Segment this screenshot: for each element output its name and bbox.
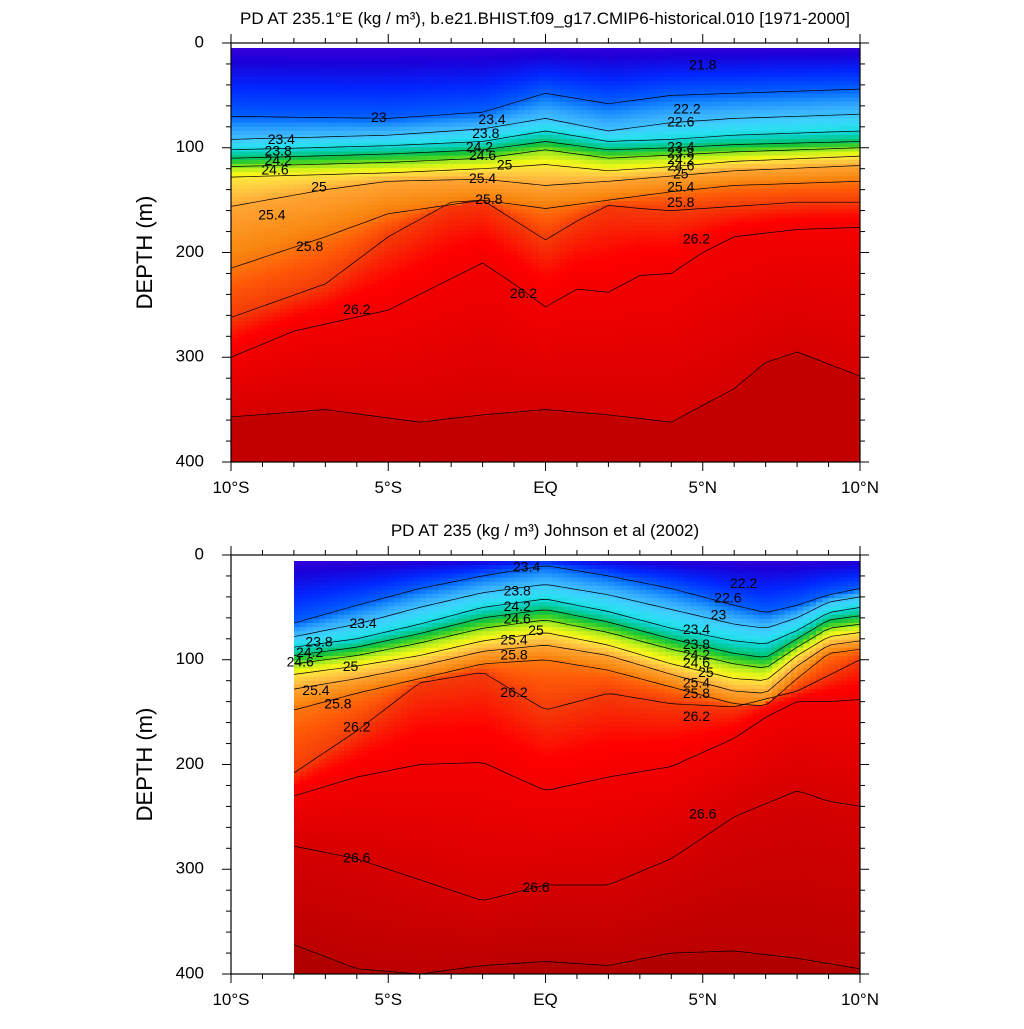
contour-label: 25 [497, 156, 513, 172]
contour-label: 24.6 [261, 161, 288, 177]
contour-label: 26.2 [343, 719, 370, 735]
contour-label: 22.2 [730, 575, 757, 591]
x-tick-label: 5°S [374, 990, 402, 1009]
y-axis-label: DEPTH (m) [132, 196, 157, 310]
contour-label: 21.8 [689, 57, 716, 73]
x-tick-label: EQ [533, 478, 558, 497]
contour-label: 25.8 [296, 238, 323, 254]
y-tick-label: 0 [195, 544, 204, 563]
x-tick-label: 10°S [212, 990, 249, 1009]
contour-label: 26.2 [510, 285, 537, 301]
contour-label: 25.8 [683, 685, 710, 701]
density-field-model [231, 48, 861, 463]
y-tick-label: 0 [195, 32, 204, 51]
contour-label: 23 [711, 606, 727, 622]
y-tick-label: 100 [176, 137, 204, 156]
contour-label: 25.8 [324, 695, 351, 711]
contour-label: 25.4 [469, 170, 496, 186]
contour-label: 25.8 [475, 191, 502, 207]
contour-label: 26.6 [689, 805, 716, 821]
y-tick-label: 300 [176, 347, 204, 366]
y-tick-label: 400 [176, 451, 204, 470]
x-tick-label: 10°N [841, 990, 879, 1009]
contour-label: 24.6 [287, 654, 314, 670]
y-tick-label: 200 [176, 754, 204, 773]
x-tick-labels-model: 10°S 5°S EQ 5°N 10°N [212, 478, 879, 497]
x-tick-labels-observed: 10°S 5°S EQ 5°N 10°N [212, 990, 879, 1009]
x-tick-label: 5°N [688, 478, 717, 497]
contour-label: 25.8 [667, 194, 694, 210]
contour-label: 23.4 [513, 558, 540, 574]
y-tick-labels-model: 0 100 200 300 400 [176, 32, 204, 470]
contour-label: 23.4 [349, 615, 376, 631]
x-tick-label: 10°N [841, 478, 879, 497]
x-tick-label: 5°S [374, 478, 402, 497]
contour-label: 23.8 [504, 582, 531, 598]
panel-observed: PD AT 235 (kg / m³) Johnson et al (2002)… [132, 521, 879, 1009]
y-tick-label: 300 [176, 859, 204, 878]
contour-label: 25.4 [258, 207, 285, 223]
contour-label: 26.2 [500, 684, 527, 700]
contour-label: 26.2 [683, 708, 710, 724]
y-tick-labels-observed: 0 100 200 300 400 [176, 544, 204, 982]
contour-label: 22.6 [714, 590, 741, 606]
contour-label: 23 [371, 109, 387, 125]
contour-label: 22.6 [667, 113, 694, 129]
contour-label: 25 [311, 178, 327, 194]
y-tick-label: 400 [176, 963, 204, 982]
contour-label: 25.4 [667, 178, 694, 194]
contour-label: 26.2 [343, 301, 370, 317]
contour-label: 24.6 [469, 147, 496, 163]
contour-label: 24.6 [504, 611, 531, 627]
contour-label: 26.2 [683, 231, 710, 247]
contour-label: 25.4 [500, 632, 527, 648]
panel-observed-title: PD AT 235 (kg / m³) Johnson et al (2002) [391, 521, 699, 540]
contour-label: 25 [343, 658, 359, 674]
y-tick-label: 100 [176, 649, 204, 668]
contour-label: 25.8 [500, 646, 527, 662]
y-tick-label: 200 [176, 242, 204, 261]
panel-model-title: PD AT 235.1°E (kg / m³), b.e21.BHIST.f09… [240, 9, 850, 28]
contour-label: 26.6 [343, 849, 370, 865]
x-tick-label: 5°N [688, 990, 717, 1009]
y-axis-label: DEPTH (m) [132, 708, 157, 822]
x-tick-label: 10°S [212, 478, 249, 497]
panel-model: PD AT 235.1°E (kg / m³), b.e21.BHIST.f09… [132, 9, 879, 497]
contour-label: 23.4 [683, 621, 710, 637]
contour-label: 26.6 [522, 879, 549, 895]
x-tick-label: EQ [533, 990, 558, 1009]
density-field-observed [294, 561, 861, 975]
contour-label: 25 [528, 622, 544, 638]
